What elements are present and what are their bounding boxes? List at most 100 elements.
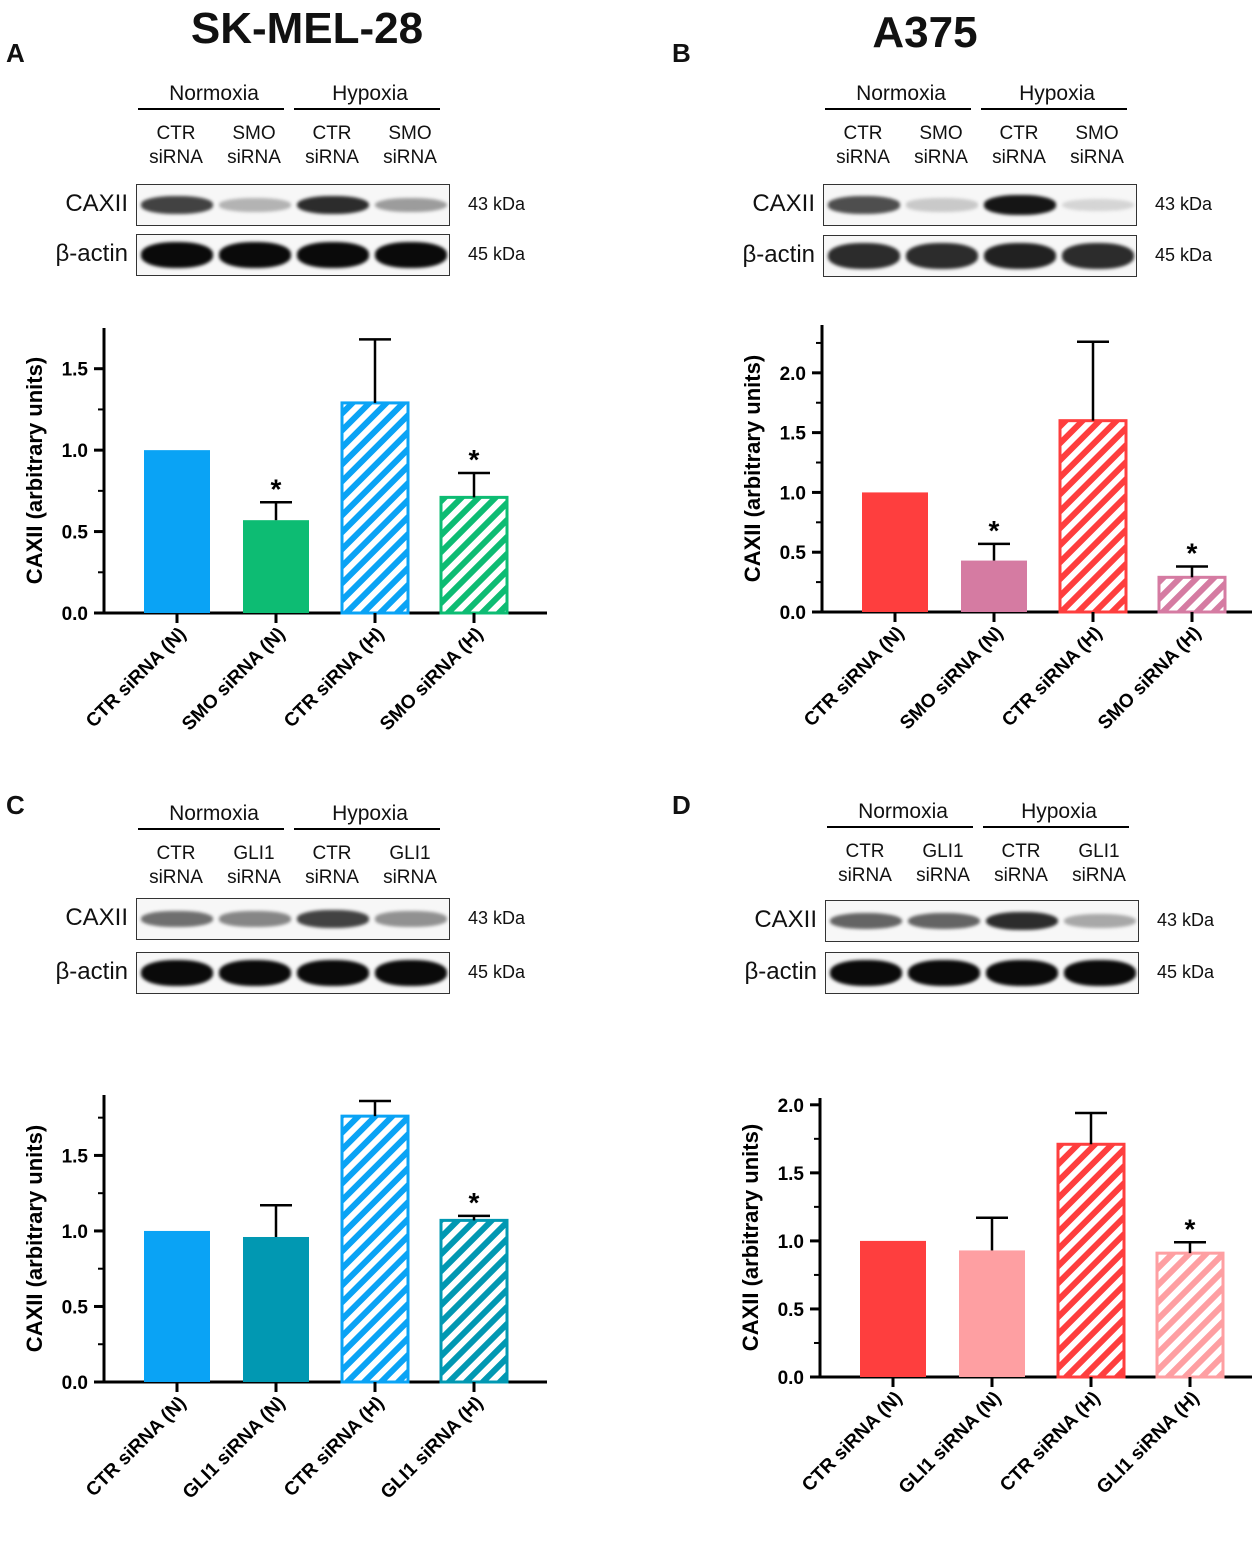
lane-label-line: SMO xyxy=(1075,123,1119,144)
lane-label-line: GLI1 xyxy=(233,843,275,864)
condition-underline xyxy=(294,828,440,830)
molecular-weight-label: 45 kDa xyxy=(468,244,526,264)
western-blot-panel: Normoxia Hypoxia CTR siRNA SMO siRNA CTR siRNA S… xyxy=(705,80,1252,340)
lane-label: GLI1 siRNA xyxy=(214,842,294,890)
condition-underline xyxy=(983,826,1129,828)
lane-label-line: siRNA xyxy=(383,867,437,888)
y-tick-label: 1.5 xyxy=(778,1164,805,1185)
molecular-weight-label: 45 kDa xyxy=(1157,962,1215,982)
lane-label-line: CTR xyxy=(312,123,352,144)
protein-band xyxy=(830,960,902,986)
y-axis-label: CAXII (arbitrary units) xyxy=(738,1124,763,1351)
protein-band xyxy=(984,243,1056,269)
significance-marker: * xyxy=(1187,538,1198,569)
condition-underline xyxy=(825,108,971,110)
protein-band xyxy=(1064,960,1136,986)
x-tick-label: GLI1 siRNA (N) xyxy=(895,1388,1006,1499)
y-tick-label: 0.5 xyxy=(62,523,89,544)
bar-chart: 0.0 0.5 1.0 1.5 CAXII (arbitrary units) CTR s… xyxy=(22,1095,547,1504)
panel-letter-b: B xyxy=(672,38,691,68)
column-title-skmel28: SK-MEL-28 xyxy=(190,4,424,53)
y-tick-label: 1.0 xyxy=(780,483,806,504)
lane-label-line: siRNA xyxy=(1072,865,1126,886)
western-blot-panel: Normoxia Hypoxia CTR siRNA GLI1 siRNA CTR siRNA… xyxy=(705,798,1252,1058)
y-axis-label: CAXII (arbitrary units) xyxy=(22,357,47,584)
lane-label: SMO siRNA xyxy=(901,122,981,170)
condition-label: Hypoxia xyxy=(1019,82,1095,105)
condition-label: Hypoxia xyxy=(332,802,408,825)
x-tick-label: CTR siRNA (H) xyxy=(280,624,388,732)
bar xyxy=(144,450,210,613)
y-tick-label: 2.0 xyxy=(780,364,806,385)
protein-band xyxy=(906,243,978,269)
caxii-blot xyxy=(136,184,450,226)
protein-band xyxy=(297,960,369,986)
protein-band xyxy=(828,243,900,269)
lane-label: CTR siRNA xyxy=(292,842,372,890)
condition-label: Normoxia xyxy=(856,82,946,105)
lane-label-line: siRNA xyxy=(916,865,970,886)
x-tick-label: CTR siRNA (H) xyxy=(998,623,1106,731)
y-tick-label: 1.5 xyxy=(62,1146,89,1167)
x-tick-label: GLI1 siRNA (N) xyxy=(179,1393,290,1504)
lane-label-line: siRNA xyxy=(227,147,281,168)
lane-label-line: SMO xyxy=(919,123,963,144)
panel-letter-d: D xyxy=(672,790,691,820)
x-tick-label: CTR siRNA (N) xyxy=(800,623,908,731)
lane-label-line: SMO xyxy=(388,123,432,144)
bar xyxy=(439,495,509,615)
protein-band xyxy=(1062,243,1134,269)
bar xyxy=(1056,1142,1126,1379)
y-tick-label: 2.0 xyxy=(778,1096,804,1117)
condition-label: Normoxia xyxy=(169,82,259,105)
protein-band xyxy=(375,911,447,927)
protein-band xyxy=(297,910,369,928)
lane-label-line: siRNA xyxy=(305,147,359,168)
bar xyxy=(862,492,928,612)
x-tick-label: CTR siRNA (N) xyxy=(82,1393,190,1501)
caxii-blot xyxy=(136,898,450,940)
x-tick-label: SMO siRNA (H) xyxy=(1094,623,1205,734)
condition-underline xyxy=(294,108,440,110)
x-tick-label: SMO siRNA (N) xyxy=(178,624,289,735)
protein-band xyxy=(219,911,291,927)
significance-marker: * xyxy=(469,444,480,475)
bar xyxy=(959,1250,1025,1377)
molecular-weight-label: 45 kDa xyxy=(468,962,526,982)
y-tick-label: 1.5 xyxy=(780,424,807,445)
y-tick-label: 0.5 xyxy=(780,543,807,564)
lane-label-line: GLI1 xyxy=(922,841,964,862)
protein-band xyxy=(984,195,1056,215)
lane-label-line: siRNA xyxy=(383,147,437,168)
beta-actin-blot xyxy=(825,952,1139,994)
molecular-weight-label: 45 kDa xyxy=(1155,245,1213,265)
bar xyxy=(1155,1251,1225,1379)
y-axis-label: CAXII (arbitrary units) xyxy=(740,355,765,582)
bar xyxy=(144,1230,210,1382)
western-blot-panel: Normoxia Hypoxia CTR siRNA GLI1 siRNA CTR siRNA… xyxy=(20,800,580,1060)
y-axis-label: CAXII (arbitrary units) xyxy=(22,1125,47,1352)
significance-marker: * xyxy=(469,1187,480,1218)
lane-label: SMO siRNA xyxy=(370,122,450,170)
significance-marker: * xyxy=(989,515,1000,546)
caxii-row-label: CAXII xyxy=(752,190,815,217)
panel-letter-c: C xyxy=(6,790,25,820)
y-tick-label: 0.5 xyxy=(62,1297,89,1318)
protein-band xyxy=(297,242,369,268)
condition-underline xyxy=(138,828,284,830)
lane-label-line: siRNA xyxy=(227,867,281,888)
lane-label-line: CTR xyxy=(1001,841,1041,862)
y-tick-label: 1.0 xyxy=(778,1232,804,1253)
protein-band xyxy=(219,242,291,268)
protein-band xyxy=(219,960,291,986)
protein-band xyxy=(141,960,213,986)
lane-label-line: SMO xyxy=(232,123,276,144)
y-tick-label: 0.0 xyxy=(778,1368,804,1389)
lane-label: CTR siRNA xyxy=(136,122,216,170)
condition-label: Hypoxia xyxy=(332,82,408,105)
lane-label-line: siRNA xyxy=(914,147,968,168)
lane-label-line: CTR xyxy=(312,843,352,864)
caxii-row-label: CAXII xyxy=(65,190,128,217)
protein-band xyxy=(141,242,213,268)
bar xyxy=(340,1114,410,1384)
